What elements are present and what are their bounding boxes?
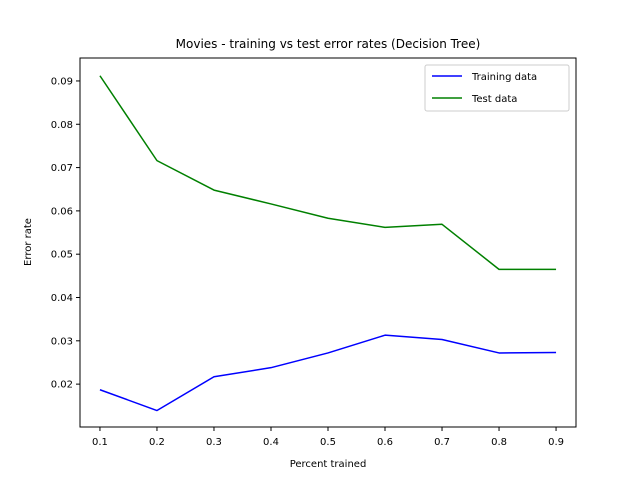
series-line-test-data (99, 75, 557, 271)
y-tick-label: 0.09 (51, 76, 73, 87)
series-line-training-data (99, 334, 557, 412)
y-axis: 0.02 0.03 0.04 0.05 0.06 0.07 0.08 0.09 (51, 76, 80, 391)
plot-area (99, 75, 557, 412)
x-axis: 0.1 0.2 0.3 0.4 0.5 0.6 0.7 0.8 0.9 (92, 427, 564, 448)
x-tick-label: 0.3 (206, 437, 222, 448)
legend-label-test-data: Test data (471, 94, 517, 105)
y-tick-label: 0.04 (51, 293, 73, 304)
x-tick-label: 0.6 (377, 437, 393, 448)
x-tick-label: 0.9 (548, 437, 564, 448)
x-tick-label: 0.4 (263, 437, 279, 448)
x-tick-label: 0.1 (92, 437, 108, 448)
legend-label-training-data: Training data (471, 72, 537, 83)
x-axis-label: Percent trained (290, 459, 367, 470)
legend: Training data Test data (424, 64, 570, 112)
y-tick-label: 0.03 (51, 336, 73, 347)
x-tick-label: 0.5 (320, 437, 336, 448)
x-tick-label: 0.8 (491, 437, 507, 448)
x-tick-label: 0.2 (149, 437, 165, 448)
y-axis-label: Error rate (23, 218, 34, 266)
y-tick-label: 0.07 (51, 163, 73, 174)
chart-title: Movies - training vs test error rates (D… (176, 37, 481, 51)
y-tick-label: 0.02 (51, 380, 73, 391)
x-tick-label: 0.7 (434, 437, 450, 448)
y-tick-label: 0.08 (51, 120, 73, 131)
y-tick-label: 0.05 (51, 250, 73, 261)
y-tick-label: 0.06 (51, 206, 73, 217)
